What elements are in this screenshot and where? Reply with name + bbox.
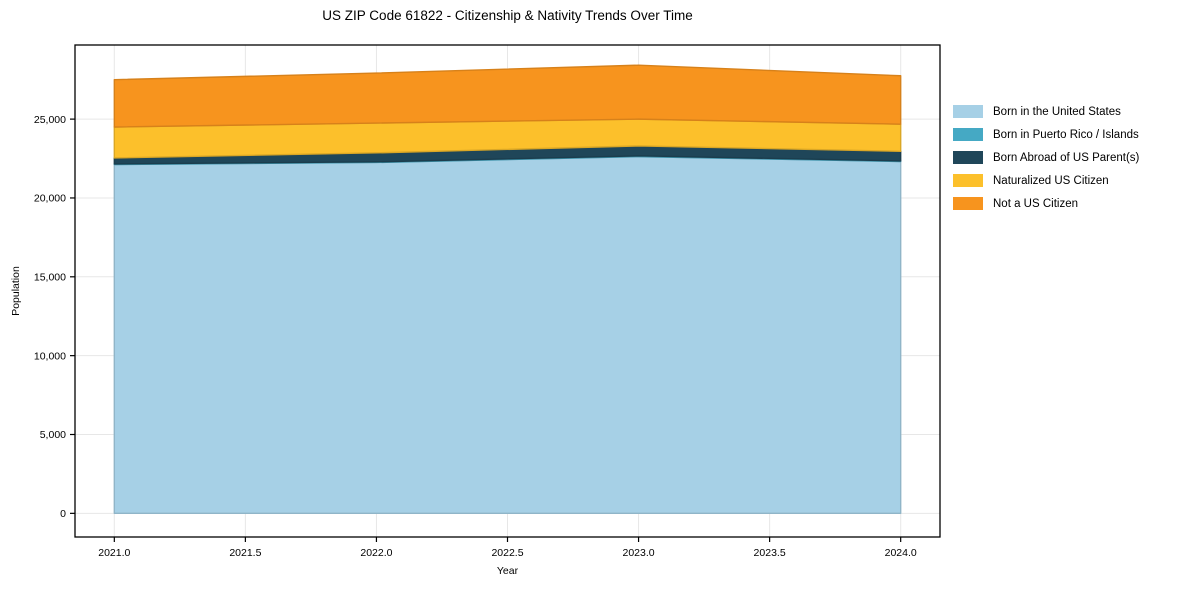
y-tick-label: 20,000	[34, 193, 66, 205]
y-axis-label: Population	[10, 266, 22, 316]
legend-item: Born in Puerto Rico / Islands	[953, 123, 1139, 146]
y-tick-label: 5,000	[40, 429, 66, 441]
legend-label: Born in Puerto Rico / Islands	[993, 128, 1139, 141]
tick-layer: 2021.0 2021.5 2022.0 2022.5 2023.0 2023.5 2024…	[34, 114, 917, 559]
x-tick-label: 2024.0	[885, 547, 917, 559]
legend-swatch-icon	[953, 151, 983, 164]
area-born-in-the-united-states	[113, 155, 902, 515]
x-tick-label: 2021.0	[98, 547, 130, 559]
legend-label: Born in the United States	[993, 105, 1121, 118]
legend-label: Not a US Citizen	[993, 197, 1079, 210]
x-tick-label: 2022.5	[491, 547, 523, 559]
legend: Born in the United States Born in Puerto …	[953, 100, 1139, 215]
legend-label: Born Abroad of US Parent(s)	[993, 151, 1140, 164]
area-not-a-us-citizen	[113, 64, 902, 128]
legend-swatch-icon	[953, 174, 983, 187]
y-tick-label: 25,000	[34, 114, 66, 126]
legend-item: Not a US Citizen	[953, 192, 1139, 215]
x-tick-label: 2023.5	[754, 547, 786, 559]
chart-title: US ZIP Code 61822 - Citizenship & Nativi…	[322, 8, 693, 23]
legend-item: Born in the United States	[953, 100, 1139, 123]
y-tick-label: 10,000	[34, 350, 66, 362]
x-tick-label: 2023.0	[622, 547, 654, 559]
x-axis-label: Year	[496, 565, 519, 577]
legend-swatch-icon	[953, 128, 983, 141]
legend-swatch-icon	[953, 105, 983, 118]
legend-label: Naturalized US Citizen	[993, 174, 1109, 187]
y-tick-label: 15,000	[34, 272, 66, 284]
x-tick-label: 2022.0	[360, 547, 392, 559]
legend-item: Naturalized US Citizen	[953, 169, 1139, 192]
y-tick-label: 0	[60, 508, 66, 520]
legend-swatch-icon	[953, 197, 983, 210]
stacked-areas	[113, 64, 902, 515]
x-tick-label: 2021.5	[229, 547, 261, 559]
legend-item: Born Abroad of US Parent(s)	[953, 146, 1139, 169]
